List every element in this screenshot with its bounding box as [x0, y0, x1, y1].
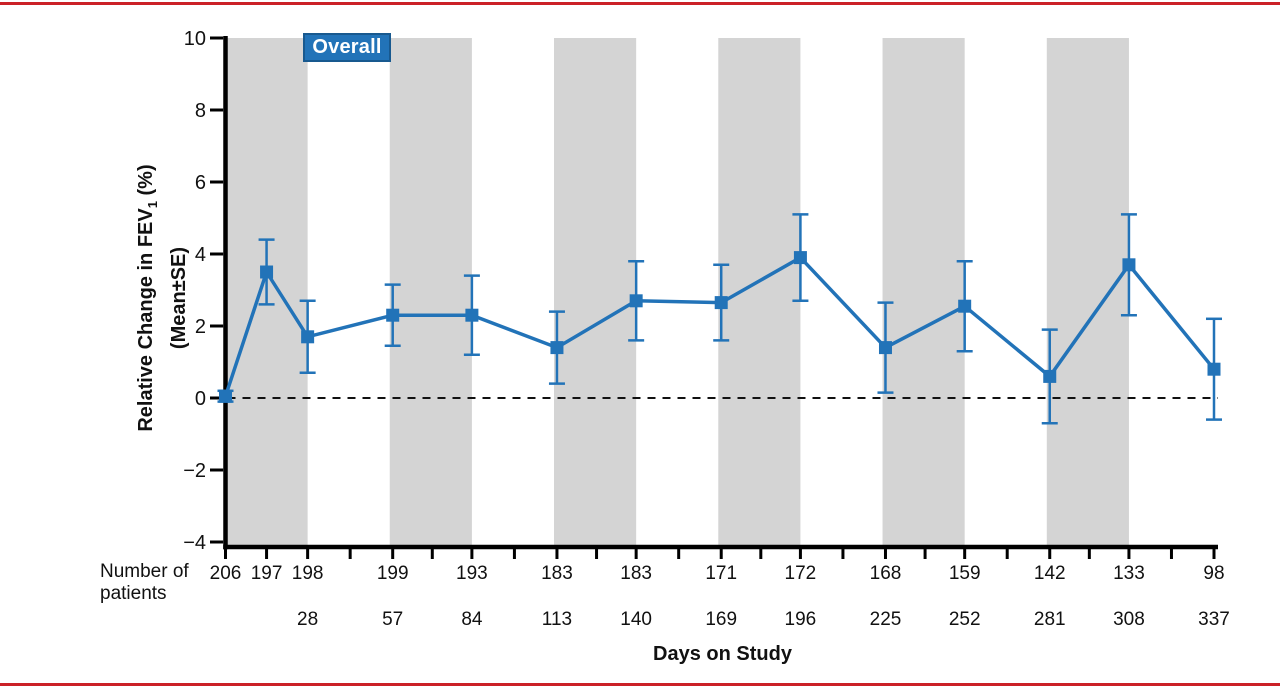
data-point-marker: [260, 265, 274, 279]
bottom-red-rule: [0, 683, 1280, 686]
x-axis-day-label: 28: [297, 609, 318, 630]
y-axis-tick-label: −4: [183, 532, 206, 554]
x-axis-day-label: 225: [870, 609, 902, 630]
data-point-marker: [465, 308, 479, 322]
n-patients-caption-line2: patients: [100, 583, 167, 604]
n-patients-value: 183: [620, 563, 652, 584]
data-point-marker: [1043, 369, 1057, 383]
n-patients-caption: Number of patients: [100, 561, 189, 605]
series-line: [223, 255, 1216, 397]
n-patients-value: 172: [785, 563, 817, 584]
data-point-marker: [714, 296, 728, 310]
data-point-marker: [1207, 362, 1221, 376]
n-patients-value: 171: [705, 563, 737, 584]
n-patients-value: 198: [292, 563, 324, 584]
data-point-marker: [1122, 258, 1136, 272]
data-point-marker: [878, 341, 892, 355]
x-axis-day-label: 252: [949, 609, 981, 630]
x-axis-day-label: 57: [382, 609, 403, 630]
x-axis-day-label: 196: [785, 609, 817, 630]
x-axis-day-label: 281: [1034, 609, 1066, 630]
y-axis-tick-label: 6: [195, 172, 206, 194]
data-point-marker: [301, 330, 315, 344]
cycle-shading-band: [389, 38, 472, 545]
y-axis-tick-label: −2: [183, 460, 206, 482]
cycle-shading-band: [1046, 38, 1129, 545]
n-patients-value: 159: [949, 563, 981, 584]
data-point-marker: [550, 341, 564, 355]
data-point-marker: [958, 299, 972, 313]
y-axis-tick-label: 4: [195, 244, 206, 266]
y-axis-title: Relative Change in FEV1 (%) (Mean±SE): [133, 98, 193, 498]
n-patients-value: 199: [377, 563, 409, 584]
n-patients-value: 133: [1113, 563, 1145, 584]
x-axis-day-label: 337: [1198, 609, 1230, 630]
cycle-shading-band: [718, 38, 801, 545]
data-point-marker: [386, 308, 400, 322]
data-point-marker: [629, 294, 643, 308]
x-axis-day-label: 113: [542, 609, 572, 630]
y-axis-tick-label: 2: [195, 316, 206, 338]
n-patients-value: 142: [1034, 563, 1066, 584]
x-axis-day-label: 140: [620, 609, 652, 630]
legend-overall: Overall: [303, 33, 391, 62]
n-patients-value: 197: [251, 563, 283, 584]
x-axis-title: Days on Study: [653, 643, 792, 665]
data-point-marker: [219, 389, 232, 403]
n-patients-value: 206: [210, 563, 242, 584]
y-axis-tick-label: 10: [184, 28, 206, 50]
x-axis-day-label: 169: [705, 609, 737, 630]
n-patients-value: 168: [870, 563, 902, 584]
y-axis-title-line2: (Mean±SE): [168, 246, 190, 350]
y-axis-tick-label: 0: [195, 388, 206, 410]
n-patients-value: 193: [456, 563, 488, 584]
n-patients-value: 98: [1203, 563, 1224, 584]
data-point-marker: [793, 251, 807, 265]
n-patients-value: 183: [541, 563, 573, 584]
top-red-rule: [0, 2, 1280, 5]
x-axis-day-label: 84: [461, 609, 483, 630]
x-axis-day-label: 308: [1113, 609, 1145, 630]
y-axis-title-line1: Relative Change in FEV1 (%): [135, 164, 160, 432]
n-patients-caption-line1: Number of: [100, 561, 189, 582]
cycle-shading-band: [554, 38, 637, 545]
cycle-shading-band: [882, 38, 965, 545]
y-axis-tick-label: 8: [195, 100, 206, 122]
legend-label: Overall: [312, 36, 382, 58]
fev1-subscript: 1: [145, 201, 160, 209]
